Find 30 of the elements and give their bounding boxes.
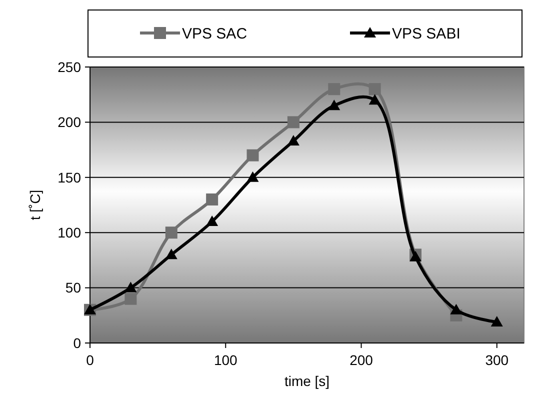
legend-label: VPS SAC bbox=[182, 25, 248, 42]
point bbox=[206, 216, 218, 226]
y-tick-label: 100 bbox=[58, 224, 82, 240]
y-tick-label: 150 bbox=[58, 169, 82, 186]
point bbox=[287, 116, 300, 128]
point bbox=[490, 316, 503, 327]
x-tick-label: 200 bbox=[350, 352, 374, 368]
point bbox=[368, 83, 381, 96]
y-tick-label: 0 bbox=[73, 334, 82, 351]
point bbox=[246, 149, 259, 162]
legend-label: VPS SABI bbox=[392, 25, 460, 42]
x-axis-title: time [s] bbox=[284, 373, 330, 389]
point bbox=[124, 282, 137, 292]
x-tick-label: 100 bbox=[214, 352, 238, 368]
point bbox=[287, 134, 300, 146]
point bbox=[328, 83, 340, 96]
point bbox=[165, 248, 178, 260]
y-tick-label: 250 bbox=[58, 58, 82, 75]
point bbox=[368, 94, 381, 105]
y-tick-label: 200 bbox=[58, 114, 82, 130]
point bbox=[124, 292, 137, 305]
point bbox=[206, 193, 218, 206]
x-tick-label: 300 bbox=[485, 352, 509, 368]
point bbox=[165, 226, 178, 239]
point bbox=[450, 304, 462, 314]
y-tick-label: 50 bbox=[65, 280, 82, 296]
y-axis-title: t [˚C] bbox=[27, 190, 43, 220]
point bbox=[328, 100, 340, 110]
point bbox=[246, 171, 259, 182]
x-tick-label: 0 bbox=[86, 352, 94, 368]
